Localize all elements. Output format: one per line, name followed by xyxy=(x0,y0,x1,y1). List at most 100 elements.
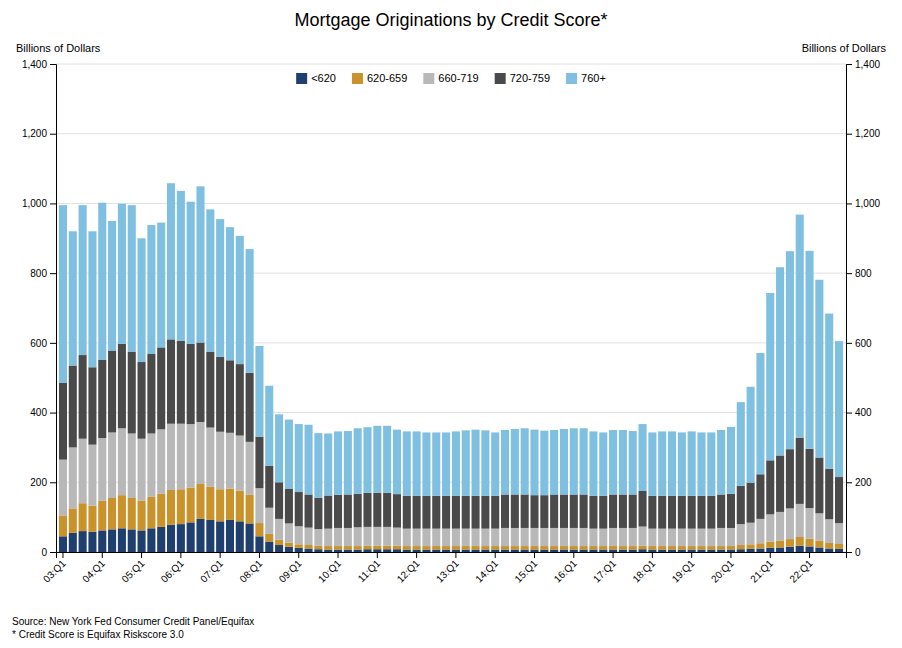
bar xyxy=(521,528,529,546)
x-tick-mark xyxy=(416,552,417,558)
grid-line xyxy=(56,64,846,65)
y-tick-label: 200 xyxy=(30,477,47,488)
bar xyxy=(177,424,185,490)
bar xyxy=(727,528,735,546)
bar xyxy=(629,546,637,549)
bar xyxy=(295,424,303,492)
bar xyxy=(108,432,116,498)
bar xyxy=(688,431,696,495)
x-tick-label: 13:Q1 xyxy=(434,557,461,584)
bar xyxy=(265,466,273,508)
bar xyxy=(413,529,421,546)
bar xyxy=(413,550,421,552)
bar xyxy=(59,536,67,552)
bar xyxy=(658,550,666,552)
legend-label: 760+ xyxy=(581,72,606,84)
y-tick-mark xyxy=(50,413,56,414)
bar xyxy=(88,506,96,532)
bar xyxy=(255,488,263,523)
bar xyxy=(79,439,87,503)
bar xyxy=(639,549,647,552)
bar xyxy=(796,215,804,438)
bar xyxy=(491,432,499,495)
bar xyxy=(196,484,204,519)
legend-label: 720-759 xyxy=(510,72,550,84)
bar xyxy=(825,314,833,469)
y-tick: 400 xyxy=(30,407,56,418)
bar xyxy=(737,549,745,552)
bar xyxy=(88,445,96,506)
legend-swatch xyxy=(495,73,506,84)
bar xyxy=(550,550,558,552)
bar xyxy=(609,550,617,552)
y2-tick-label: 1,400 xyxy=(855,59,880,70)
bar xyxy=(688,496,696,529)
bar xyxy=(373,493,381,527)
bar xyxy=(246,523,254,552)
bar xyxy=(835,477,843,523)
y-tick-label: 800 xyxy=(30,268,47,279)
bar xyxy=(521,550,529,552)
bar xyxy=(226,489,234,520)
bar xyxy=(806,251,814,449)
y2-tick: 0 xyxy=(846,547,861,558)
legend-swatch xyxy=(296,73,307,84)
bar xyxy=(177,489,185,524)
bar xyxy=(521,428,529,494)
bar xyxy=(796,438,804,504)
x-tick-mark xyxy=(259,552,260,558)
bar xyxy=(747,544,755,549)
x-tick-label: 05:Q1 xyxy=(119,557,146,584)
bar xyxy=(265,534,273,542)
bar xyxy=(216,219,224,357)
bar xyxy=(658,496,666,529)
bar xyxy=(324,496,332,529)
bar xyxy=(796,537,804,546)
bar xyxy=(206,352,214,428)
bar xyxy=(688,529,696,546)
bar xyxy=(393,494,401,527)
bar xyxy=(472,496,480,529)
bar xyxy=(403,529,411,546)
x-tick: 05:Q1 xyxy=(119,552,146,585)
bar xyxy=(619,494,627,527)
bar xyxy=(206,209,214,351)
x-axis: 03:Q104:Q105:Q106:Q107:Q108:Q109:Q110:Q1… xyxy=(41,552,847,585)
bar xyxy=(138,501,146,531)
bar xyxy=(128,433,136,497)
bar xyxy=(688,546,696,549)
y-tick-mark xyxy=(50,343,56,344)
x-tick-label: 18:Q1 xyxy=(630,557,657,584)
bar xyxy=(570,528,578,546)
x-tick-mark xyxy=(180,552,181,558)
bar xyxy=(481,546,489,549)
bar xyxy=(737,402,745,486)
y2-tick: 1,000 xyxy=(846,198,880,209)
bar xyxy=(255,536,263,552)
y2-tick-label: 600 xyxy=(855,338,872,349)
bar xyxy=(118,528,126,552)
x-tick: 21:Q1 xyxy=(748,552,775,585)
bar xyxy=(226,433,234,489)
bar xyxy=(167,525,175,552)
bar xyxy=(639,491,647,527)
bar xyxy=(147,225,155,354)
bar xyxy=(344,494,352,527)
bar xyxy=(727,494,735,528)
bar xyxy=(756,474,764,519)
x-tick-mark xyxy=(534,552,535,558)
bar xyxy=(236,364,244,435)
bar xyxy=(678,546,686,549)
bar xyxy=(815,513,823,540)
bar xyxy=(550,546,558,549)
x-tick: 15:Q1 xyxy=(512,552,539,585)
bar xyxy=(285,489,293,524)
bar xyxy=(648,432,656,495)
legend-label: <620 xyxy=(311,72,336,84)
bar-series xyxy=(59,484,843,550)
bar xyxy=(432,550,440,552)
bar xyxy=(246,442,254,495)
bar xyxy=(747,549,755,552)
bar xyxy=(305,494,313,527)
bar xyxy=(442,546,450,549)
